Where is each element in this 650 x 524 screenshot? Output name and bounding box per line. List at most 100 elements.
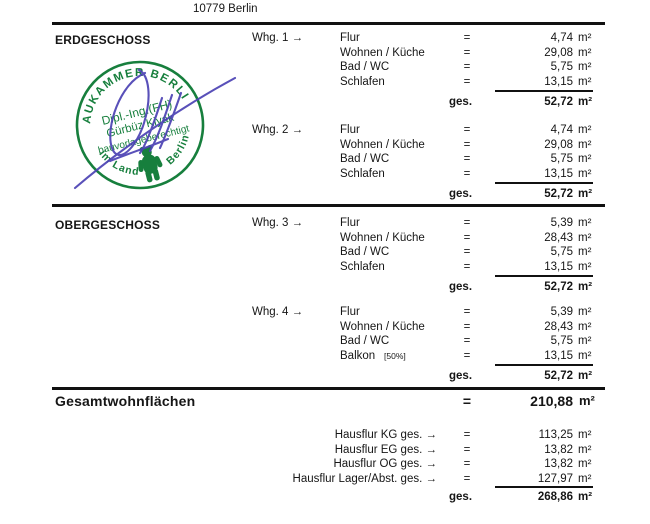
unit-label: m² (578, 281, 593, 293)
unit-label: m² (578, 46, 592, 59)
hallway-row: Hausflur KG ges. → = 113,25 m² (0, 428, 650, 443)
apartment-label: Whg. 3 → (252, 217, 304, 229)
area-row: Schlafen = 13,15 m² (0, 75, 650, 90)
area-row: Wohnen / Küche = 29,08 m² (0, 138, 650, 153)
equals-sign: = (463, 75, 471, 88)
room-label: Bad / WC (340, 153, 390, 165)
grand-total-value: 210,88 (530, 393, 573, 409)
equals-sign: = (463, 429, 471, 441)
area-row: Schlafen = 13,15 m² (0, 167, 650, 182)
header-divider (52, 22, 605, 25)
area-row: Wohnen / Küche = 28,43 m² (0, 320, 650, 335)
grand-total-label: Gesamtwohnflächen (55, 393, 196, 409)
equals-sign: = (463, 320, 471, 333)
room-label: Wohnen / Küche (340, 320, 425, 333)
equals-sign: = (463, 246, 471, 258)
equals-sign: = (463, 32, 471, 44)
area-value: 127,97 (537, 472, 573, 485)
equals-sign: = (463, 443, 471, 456)
room-label: Balkon (340, 349, 376, 362)
area-value: 4,74 (550, 124, 573, 136)
unit-label: m² (578, 246, 592, 258)
equals-sign: = (463, 61, 471, 73)
subtotal-row: ges. 52,72 m² (0, 95, 650, 110)
room-label: Bad / WC (340, 335, 390, 347)
unit-label: m² (578, 188, 593, 200)
equals-sign: = (463, 46, 471, 59)
grand-total-row: Gesamtwohnflächen = 210,88 m² (0, 393, 650, 413)
apartment-label: Whg. 1 → (252, 32, 304, 44)
area-value: 29,08 (544, 46, 573, 59)
room-note: [50%] (384, 350, 406, 361)
room-label: Wohnen / Küche (340, 231, 425, 244)
unit-label: m² (578, 124, 592, 136)
equals-sign: = (463, 231, 471, 244)
area-value: 28,43 (544, 231, 573, 244)
room-label: Bad / WC (340, 246, 390, 258)
unit-label: m² (578, 231, 592, 244)
unit-label: m² (578, 75, 592, 88)
subtotal-value: 52,72 (544, 188, 573, 200)
room-label: Flur (340, 32, 360, 44)
subtotal-value: 52,72 (544, 281, 573, 293)
equals-sign: = (463, 153, 471, 165)
ges-label: ges. (449, 491, 473, 503)
equals-sign: = (463, 349, 471, 362)
unit-label: m² (578, 491, 593, 503)
equals-sign: = (463, 260, 471, 273)
area-row: Schlafen = 13,15 m² (0, 260, 650, 275)
area-value: 28,43 (544, 320, 573, 333)
sum-line (495, 364, 593, 366)
equals-sign: = (463, 167, 471, 180)
equals-sign: = (463, 458, 471, 470)
room-label: Flur (340, 124, 360, 136)
area-value: 5,75 (550, 335, 573, 347)
unit-label: m² (578, 306, 592, 318)
subtotal-row: ges. 52,72 m² (0, 369, 650, 384)
equals-sign: = (463, 138, 471, 151)
unit-label: m² (578, 370, 593, 382)
area-value: 5,39 (550, 217, 573, 229)
area-row: Wohnen / Küche = 28,43 m² (0, 231, 650, 246)
sum-line (495, 275, 593, 277)
sum-line (495, 90, 593, 92)
area-value: 5,75 (550, 61, 573, 73)
hallway-total-row: ges. 268,86 m² (0, 490, 650, 505)
area-row: Bad / WC = 5,75 m² (0, 60, 650, 75)
subtotal-row: ges. 52,72 m² (0, 280, 650, 295)
unit-label: m² (578, 472, 592, 485)
apartment-label: Whg. 4 → (252, 306, 304, 318)
sum-line (495, 182, 593, 184)
subtotal-value: 52,72 (544, 370, 573, 382)
section-title-obergeschoss: OBERGESCHOSS (55, 218, 161, 232)
unit-label: m² (578, 138, 592, 151)
area-value: 113,25 (538, 429, 573, 441)
ges-label: ges. (449, 96, 473, 108)
berlin-bear-icon (138, 145, 163, 183)
room-label: Schlafen (340, 75, 385, 88)
ges-label: ges. (449, 370, 473, 382)
signature (73, 68, 237, 190)
area-row: Bad / WC = 5,75 m² (0, 152, 650, 167)
sum-line (495, 486, 593, 488)
room-label: Bad / WC (340, 61, 390, 73)
equals-sign: = (463, 472, 471, 485)
equals-sign: = (463, 306, 471, 318)
equals-sign: = (463, 124, 471, 136)
room-label: Schlafen (340, 167, 385, 180)
subtotal-value: 52,72 (544, 96, 573, 108)
hallway-row: Hausflur Lager/Abst. ges. → = 127,97 m² (0, 472, 650, 487)
apartment-label: Whg. 2 → (252, 124, 304, 136)
unit-label: m² (578, 320, 592, 333)
area-value: 4,74 (550, 32, 573, 44)
unit-label: m² (578, 349, 592, 362)
stamp-outer-ring (75, 60, 205, 190)
equals-sign: = (463, 335, 471, 347)
area-value: 5,75 (550, 153, 573, 165)
area-value: 13,15 (544, 260, 573, 273)
unit-label: m² (578, 153, 592, 165)
equals-sign: = (463, 217, 471, 229)
area-value: 5,75 (550, 246, 573, 258)
area-value: 13,15 (544, 349, 573, 362)
unit-label: m² (578, 335, 592, 347)
